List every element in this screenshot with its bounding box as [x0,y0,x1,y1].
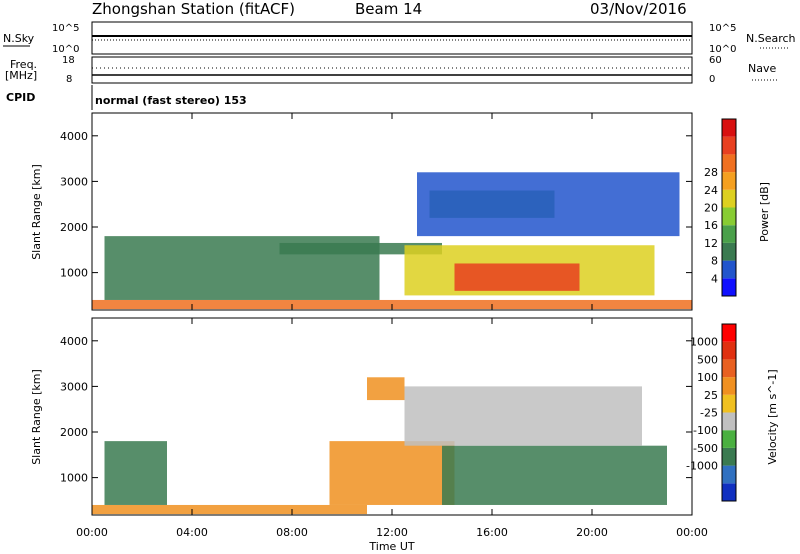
velocity-colorbar-label: Velocity [m s^-1] [766,369,779,464]
velocity-ytick-label-1: 2000 [60,426,88,439]
nave-tick-bottom: 0 [709,74,715,85]
velocity-data-layer [92,377,667,515]
xtick-label-6: 00:00 [676,526,708,539]
velocity-colorbar: 1000 500 100 25 -25 -100 -500 -1000 [686,323,737,502]
velocity-ytick-label-3: 4000 [60,335,88,348]
plot-title: Zhongshan Station (fitACF) [92,0,295,18]
velocity-colorbar-tick-6: -500 [693,442,718,455]
power-colorbar-cell-5 [722,189,736,208]
velocity-colorbar-cell-4 [722,412,736,431]
velocity-colorbar-tick-0: 1000 [690,336,718,349]
velocity-colorbar-frame [721,323,737,502]
power-colorbar-cell-7 [722,154,736,173]
nsky-tick-bottom: 10^0 [52,44,79,55]
freq-tick-top: 18 [62,55,75,66]
power-colorbar-tick-1: 8 [711,255,718,268]
power-ytick-label-1: 2000 [60,221,88,234]
xtick-label-2: 08:00 [276,526,308,539]
freq-unit: [MHz] [5,69,37,82]
power-colorbar-cell-4 [722,207,736,226]
power-colorbar-frame [721,118,737,297]
velocity-panel: 1000 2000 3000 4000 Slant Range [km] 1000 50… [30,317,779,516]
freq-label: Freq. [10,58,37,71]
velocity-region-5 [367,377,405,401]
power-colorbar-cell-6 [722,172,736,190]
velocity-colorbar-tick-5: -100 [693,424,718,437]
velocity-colorbar-tick-7: -1000 [686,460,718,473]
power-region-2 [279,242,442,255]
velocity-region-2 [329,441,455,505]
velocity-ytick-label-0: 1000 [60,472,88,485]
power-ylabel: Slant Range [km] [30,164,43,260]
velocity-colorbar-cell-2 [722,447,736,466]
power-data-layer [92,172,692,310]
xtick-label-1: 04:00 [176,526,208,539]
xtick-label-3: 12:00 [376,526,408,539]
nave-label: Nave [748,62,776,75]
time-x-axis: 00:00 04:00 08:00 12:00 16:00 20:00 00:00 [76,113,708,539]
nsky-panel-frame [91,21,693,55]
velocity-colorbar-tick-4: -25 [700,407,718,420]
velocity-colorbar-tick-2: 100 [697,371,718,384]
power-ytick-label-0: 1000 [60,267,88,280]
power-colorbar-tick-0: 4 [711,272,718,285]
power-ytick-label-3: 4000 [60,130,88,143]
velocity-region-3 [442,445,667,505]
nsky-label: N.Sky [3,32,35,45]
cpid-label: CPID [6,91,35,104]
power-ytick-label-2: 3000 [60,175,88,188]
power-region-4 [454,263,580,291]
velocity-colorbar-cell-9 [722,324,736,342]
xlabel: Time UT [368,540,414,553]
power-colorbar-cell-3 [722,225,736,243]
velocity-colorbar-cell-8 [722,341,736,360]
power-colorbar-tick-3: 16 [704,219,718,232]
velocity-region-0 [92,504,367,515]
power-colorbar-cell-0 [722,278,736,296]
power-region-6 [417,172,680,237]
velocity-colorbar-cell-7 [722,359,736,378]
power-colorbar-tick-2: 12 [704,237,718,250]
power-colorbar-cell-1 [722,260,736,279]
velocity-colorbar-cell-1 [722,465,736,484]
power-colorbar-cell-8 [722,136,736,155]
cpid-text: normal (fast stereo) 153 [95,94,247,107]
velocity-ylabel: Slant Range [km] [30,369,43,465]
freq-tick-bottom: 8 [66,74,72,85]
nsearch-label: N.Search [746,32,796,45]
power-colorbar-label: Power [dB] [758,182,771,242]
velocity-colorbar-tick-3: 25 [704,389,718,402]
velocity-colorbar-cell-0 [722,483,736,501]
xtick-label-5: 20:00 [576,526,608,539]
date-label: 03/Nov/2016 [590,0,687,18]
power-colorbar-cell-2 [722,242,736,261]
velocity-colorbar-cell-6 [722,377,736,395]
velocity-colorbar-cell-5 [722,394,736,413]
velocity-y-axis: 1000 2000 3000 4000 [60,335,692,485]
velocity-colorbar-tick-1: 500 [697,353,718,366]
xtick-label-0: 00:00 [76,526,108,539]
power-panel: 1000 2000 3000 4000 Slant Range [km] 4 8 12 16… [30,112,771,311]
velocity-ytick-label-2: 3000 [60,380,88,393]
nsearch-tick-top: 10^5 [709,23,736,34]
nsky-tick-top: 10^5 [52,23,79,34]
power-colorbar: 4 8 12 16 20 24 28 [704,118,737,297]
nsearch-tick-bottom: 10^0 [709,44,736,55]
power-colorbar-tick-6: 28 [704,166,718,179]
freq-panel-frame [91,56,693,84]
velocity-region-4 [404,386,642,446]
power-colorbar-cell-9 [722,119,736,137]
velocity-colorbar-cell-3 [722,430,736,448]
nave-tick-top: 60 [709,55,722,66]
xtick-label-4: 16:00 [476,526,508,539]
velocity-region-1 [104,441,167,505]
power-y-axis: 1000 2000 3000 4000 [60,130,692,280]
power-colorbar-tick-4: 20 [704,202,718,215]
power-colorbar-tick-5: 24 [704,184,718,197]
beam-label: Beam 14 [355,0,422,18]
